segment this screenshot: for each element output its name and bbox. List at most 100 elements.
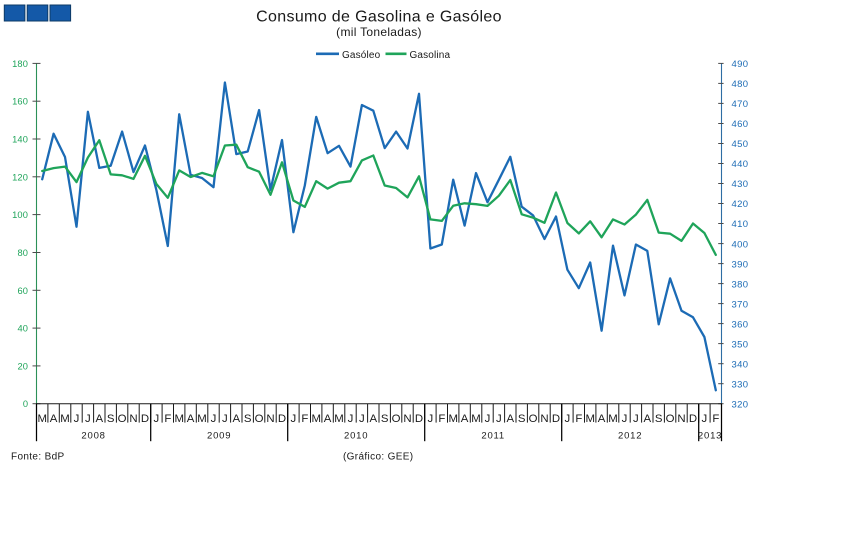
svg-text:J: J	[565, 413, 571, 425]
svg-text:D: D	[415, 413, 423, 425]
svg-text:J: J	[211, 413, 217, 425]
svg-text:A: A	[232, 413, 240, 425]
svg-text:M: M	[585, 413, 595, 425]
svg-text:Gasolina: Gasolina	[410, 50, 451, 61]
svg-text:J: J	[633, 413, 639, 425]
svg-text:60: 60	[17, 286, 28, 296]
svg-text:J: J	[702, 413, 708, 425]
svg-text:20: 20	[17, 361, 28, 371]
svg-text:490: 490	[732, 59, 749, 70]
svg-text:O: O	[529, 413, 538, 425]
svg-text:460: 460	[732, 119, 749, 130]
svg-text:380: 380	[732, 279, 749, 290]
svg-text:O: O	[666, 413, 675, 425]
svg-text:J: J	[154, 413, 160, 425]
svg-text:D: D	[552, 413, 560, 425]
svg-text:J: J	[348, 413, 354, 425]
svg-text:330: 330	[732, 379, 749, 390]
svg-text:S: S	[107, 413, 115, 425]
svg-text:A: A	[324, 413, 332, 425]
svg-text:Fonte: BdP: Fonte: BdP	[11, 451, 65, 462]
svg-text:160: 160	[12, 97, 28, 107]
svg-text:480: 480	[732, 79, 749, 90]
svg-text:O: O	[392, 413, 401, 425]
svg-text:370: 370	[732, 299, 749, 310]
svg-text:M: M	[311, 413, 321, 425]
svg-text:S: S	[655, 413, 663, 425]
svg-text:40: 40	[17, 324, 28, 334]
svg-text:F: F	[575, 413, 582, 425]
svg-text:S: S	[244, 413, 252, 425]
svg-text:0: 0	[23, 399, 28, 409]
svg-text:M: M	[197, 413, 207, 425]
svg-text:Gasóleo: Gasóleo	[342, 50, 381, 61]
svg-text:A: A	[461, 413, 469, 425]
svg-text:Consumo de Gasolina e Gasóleo: Consumo de Gasolina e Gasóleo	[256, 8, 502, 25]
svg-text:390: 390	[732, 259, 749, 270]
svg-text:M: M	[448, 413, 458, 425]
svg-text:470: 470	[732, 99, 749, 110]
svg-text:F: F	[438, 413, 445, 425]
svg-text:J: J	[291, 413, 297, 425]
svg-text:340: 340	[732, 359, 749, 370]
svg-text:360: 360	[732, 319, 749, 330]
svg-text:A: A	[598, 413, 606, 425]
svg-text:J: J	[622, 413, 628, 425]
svg-text:N: N	[540, 413, 548, 425]
svg-text:N: N	[677, 413, 685, 425]
svg-text:M: M	[471, 413, 481, 425]
svg-text:N: N	[129, 413, 137, 425]
svg-text:120: 120	[12, 172, 28, 182]
svg-text:N: N	[403, 413, 411, 425]
svg-text:2009: 2009	[207, 431, 231, 442]
svg-text:J: J	[222, 413, 228, 425]
svg-text:320: 320	[732, 399, 749, 410]
svg-text:F: F	[712, 413, 719, 425]
svg-text:180: 180	[12, 59, 28, 69]
svg-text:440: 440	[732, 159, 749, 170]
svg-text:M: M	[608, 413, 618, 425]
svg-text:F: F	[164, 413, 171, 425]
svg-text:D: D	[141, 413, 149, 425]
svg-text:J: J	[496, 413, 502, 425]
svg-text:450: 450	[732, 139, 749, 150]
svg-text:O: O	[118, 413, 127, 425]
svg-text:S: S	[518, 413, 526, 425]
svg-text:400: 400	[732, 239, 749, 250]
svg-text:M: M	[334, 413, 344, 425]
svg-text:2012: 2012	[618, 431, 642, 442]
svg-text:M: M	[60, 413, 70, 425]
svg-text:410: 410	[732, 219, 749, 230]
svg-text:100: 100	[12, 210, 28, 220]
svg-text:F: F	[301, 413, 308, 425]
svg-text:M: M	[174, 413, 184, 425]
svg-text:A: A	[50, 413, 58, 425]
svg-text:A: A	[187, 413, 195, 425]
svg-text:D: D	[278, 413, 286, 425]
svg-text:M: M	[37, 413, 47, 425]
svg-text:80: 80	[17, 248, 28, 258]
svg-text:J: J	[74, 413, 80, 425]
svg-text:140: 140	[12, 135, 28, 145]
svg-text:2010: 2010	[344, 431, 368, 442]
svg-text:O: O	[255, 413, 264, 425]
svg-text:D: D	[689, 413, 697, 425]
svg-text:A: A	[95, 413, 103, 425]
svg-text:J: J	[85, 413, 91, 425]
svg-text:J: J	[485, 413, 491, 425]
svg-text:2011: 2011	[481, 431, 505, 442]
svg-text:J: J	[428, 413, 434, 425]
svg-text:A: A	[506, 413, 514, 425]
svg-text:A: A	[643, 413, 651, 425]
svg-text:350: 350	[732, 339, 749, 350]
svg-text:N: N	[266, 413, 274, 425]
svg-text:(mil Toneladas): (mil Toneladas)	[336, 25, 422, 39]
svg-text:2008: 2008	[81, 431, 105, 442]
svg-text:S: S	[381, 413, 389, 425]
svg-text:J: J	[359, 413, 365, 425]
svg-text:420: 420	[732, 199, 749, 210]
svg-text:430: 430	[732, 179, 749, 190]
svg-text:(Gráfico: GEE): (Gráfico: GEE)	[343, 451, 413, 462]
svg-text:A: A	[369, 413, 377, 425]
svg-text:2013: 2013	[698, 431, 722, 442]
